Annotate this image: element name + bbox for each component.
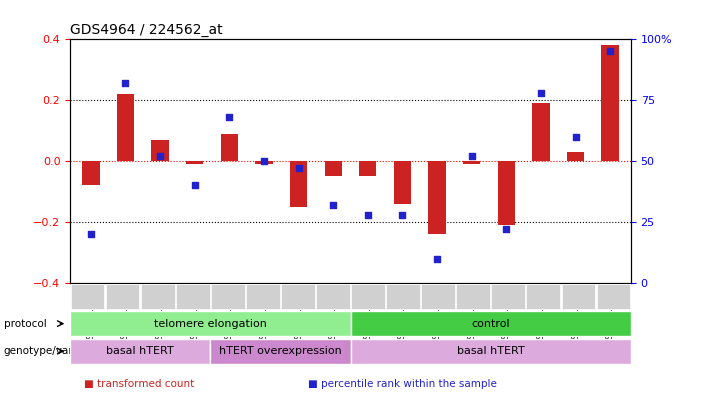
Bar (498, 161, 515, 225)
Text: ■ percentile rank within the sample: ■ percentile rank within the sample (308, 379, 497, 389)
Bar (463, 161, 480, 164)
Point (536, 90, 547, 96)
Point (362, 211, 374, 218)
Point (397, 211, 408, 218)
Bar (394, 161, 411, 204)
Bar (117, 94, 134, 161)
Point (466, 153, 477, 160)
Text: basal hTERT: basal hTERT (457, 346, 524, 356)
Bar (601, 45, 619, 161)
Point (189, 182, 200, 189)
Point (86, 231, 97, 237)
Point (120, 80, 131, 86)
Bar (290, 161, 307, 207)
Point (431, 255, 442, 262)
Bar (325, 161, 342, 176)
Point (259, 158, 270, 164)
Point (224, 114, 235, 120)
Point (604, 48, 615, 55)
Text: basal hTERT: basal hTERT (107, 346, 174, 356)
Point (501, 226, 512, 233)
Text: hTERT overexpression: hTERT overexpression (219, 346, 342, 356)
Bar (151, 140, 169, 161)
Text: GDS4964 / 224562_at: GDS4964 / 224562_at (70, 23, 223, 37)
Text: telomere elongation: telomere elongation (154, 319, 267, 329)
Bar (82, 161, 100, 185)
Bar (255, 161, 273, 164)
Point (570, 134, 581, 140)
Bar (359, 161, 376, 176)
Point (293, 165, 304, 172)
Text: protocol: protocol (4, 319, 46, 329)
Text: control: control (471, 319, 510, 329)
Bar (567, 152, 584, 161)
Text: ■ transformed count: ■ transformed count (84, 379, 194, 389)
Bar (428, 161, 446, 234)
Bar (186, 161, 203, 164)
Bar (532, 103, 550, 161)
Text: genotype/variation: genotype/variation (4, 346, 102, 356)
Bar (221, 134, 238, 161)
Point (327, 202, 339, 208)
Point (154, 153, 165, 160)
